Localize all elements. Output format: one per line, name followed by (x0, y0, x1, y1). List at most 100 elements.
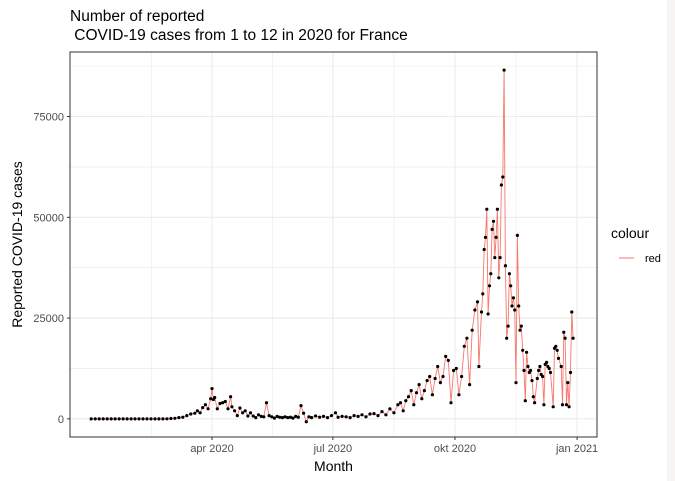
data-point (521, 348, 525, 352)
data-point (428, 374, 432, 379)
data-point (444, 354, 448, 358)
data-point (522, 368, 526, 373)
y-tick-label: 25000 (33, 313, 64, 325)
data-point (525, 350, 529, 354)
data-point (392, 411, 396, 415)
data-point (433, 376, 437, 381)
data-point (462, 344, 466, 348)
data-point (157, 417, 161, 421)
data-point (314, 414, 318, 418)
data-point (547, 366, 551, 371)
data-point (506, 324, 510, 328)
data-point (495, 207, 499, 211)
data-point (460, 374, 464, 379)
data-point (441, 374, 445, 379)
data-point (510, 304, 514, 308)
data-point (275, 414, 279, 418)
data-point (193, 411, 197, 415)
data-point (537, 368, 541, 373)
data-point (340, 414, 344, 418)
data-point (384, 413, 388, 417)
data-point (137, 417, 141, 421)
data-point (169, 416, 173, 421)
data-point (517, 304, 521, 308)
data-point (173, 416, 177, 420)
data-point (518, 328, 522, 332)
data-point (412, 403, 416, 407)
series-points-group (89, 68, 575, 424)
data-point (491, 219, 496, 223)
data-point (307, 415, 311, 419)
data-point (571, 336, 575, 340)
data-point (302, 411, 306, 415)
data-point (556, 356, 561, 360)
data-point (121, 417, 125, 421)
data-point (243, 409, 247, 413)
data-point (502, 68, 506, 72)
data-point (177, 416, 181, 420)
data-point (153, 417, 157, 421)
x-tick-label: jul 2020 (313, 443, 353, 455)
chart-title-line-2: COVID-19 cases from 1 to 12 in 2020 for … (70, 27, 408, 44)
data-point (181, 415, 185, 419)
data-point (452, 368, 456, 373)
data-point (483, 235, 488, 239)
data-point (523, 399, 527, 403)
data-point (538, 364, 542, 369)
data-point (505, 336, 509, 340)
data-point (545, 360, 549, 364)
data-point (376, 414, 380, 418)
data-point (109, 417, 113, 421)
data-point (221, 401, 225, 405)
data-point (149, 417, 153, 421)
data-point (165, 417, 169, 421)
data-point (511, 296, 515, 300)
data-point (299, 404, 303, 408)
data-point (493, 256, 497, 260)
data-point (89, 417, 93, 421)
data-point (133, 417, 137, 421)
data-point (436, 364, 440, 369)
data-point (304, 420, 308, 424)
data-point (352, 414, 356, 418)
data-point (189, 412, 193, 416)
data-point (113, 417, 117, 421)
y-tick-label: 50000 (33, 212, 64, 224)
data-point (213, 395, 217, 400)
data-point (329, 414, 334, 418)
data-point (485, 207, 489, 211)
data-point (254, 416, 258, 420)
data-point (420, 397, 424, 401)
data-point (161, 417, 165, 421)
data-point (223, 399, 227, 404)
data-point (229, 395, 233, 399)
data-point (559, 364, 563, 369)
data-point (406, 395, 411, 399)
data-point (499, 183, 503, 187)
data-point (195, 409, 199, 413)
data-point (318, 415, 322, 419)
data-point (230, 405, 234, 409)
data-point (145, 417, 149, 421)
plot-panel-border (69, 51, 598, 438)
data-point (262, 415, 266, 419)
data-point (272, 416, 276, 420)
legend-title: colour (611, 225, 649, 241)
data-point (489, 272, 493, 276)
data-point (542, 403, 546, 407)
chart-title-line-1: Number of reported (70, 8, 205, 25)
data-point (509, 284, 513, 288)
data-point (97, 417, 101, 421)
data-point (490, 227, 494, 231)
data-point (563, 336, 567, 340)
data-point (288, 415, 292, 419)
data-point (487, 284, 492, 288)
data-point (430, 393, 434, 397)
data-point (548, 370, 553, 375)
data-point (251, 414, 255, 418)
data-point (438, 381, 442, 385)
data-point (270, 415, 274, 419)
data-point (482, 247, 486, 252)
data-point (333, 411, 338, 415)
